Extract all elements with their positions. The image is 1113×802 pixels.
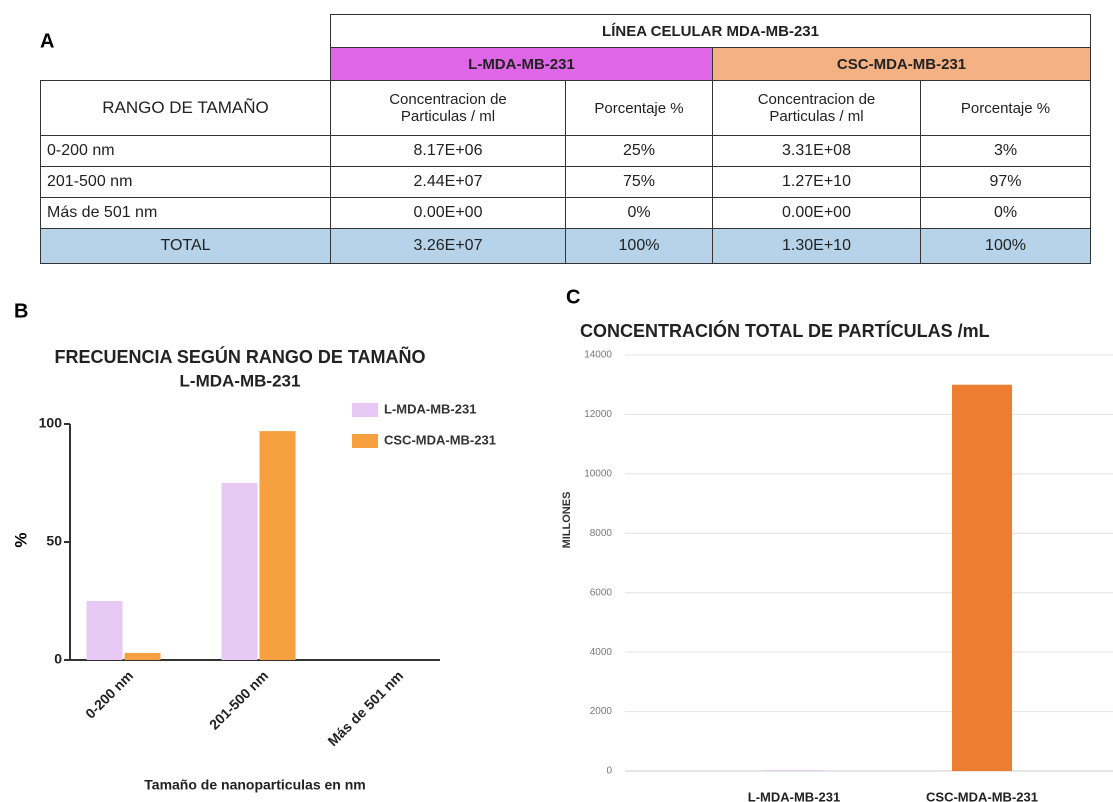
table-cell: 2.44E+07 — [330, 166, 566, 198]
table-row: 0-200 nm 8.17E+06 25% 3.31E+08 3% — [40, 135, 1092, 167]
table-cell: 3.26E+07 — [330, 228, 566, 264]
table-cell: 100% — [565, 228, 713, 264]
y-tick-label: 10000 — [584, 468, 612, 479]
y-tick-label: 100 — [39, 415, 63, 431]
y-axis-label: MILLONES — [561, 492, 573, 549]
chart-title: CONCENTRACIÓN TOTAL DE PARTÍCULAS /mL — [580, 320, 990, 341]
legend-label: CSC-MDA-MB-231 — [384, 432, 496, 447]
table-cell: 0.00E+00 — [712, 197, 921, 229]
bar — [86, 601, 123, 660]
y-tick-label: 50 — [46, 533, 62, 549]
y-axis-label: % — [11, 532, 30, 547]
y-tick-label: 0 — [606, 766, 612, 777]
y-tick-label: 0 — [54, 651, 62, 667]
x-tick-label: L-MDA-MB-231 — [748, 789, 840, 802]
panel-label: A — [40, 30, 54, 52]
bar — [124, 652, 161, 660]
chart-subtitle: L-MDA-MB-231 — [180, 371, 301, 390]
table-cell: 3.31E+08 — [712, 135, 921, 167]
bar — [764, 770, 824, 771]
x-tick-label: 0-200 nm — [82, 667, 136, 721]
x-tick-label: CSC-MDA-MB-231 — [926, 789, 1038, 802]
table-title: LÍNEA CELULAR MDA-MB-231 — [329, 14, 1092, 48]
table-cell: 0% — [565, 197, 713, 229]
x-tick-label: Más de 501 nm — [324, 667, 406, 749]
bar — [259, 431, 296, 660]
table-cell: Más de 501 nm — [40, 197, 331, 229]
table-cell: 0.00E+00 — [330, 197, 566, 229]
column-header: Porcentaje % — [919, 80, 1092, 136]
table-row: 201-500 nm 2.44E+07 75% 1.27E+10 97% — [40, 166, 1092, 198]
legend-swatch — [352, 403, 378, 417]
column-header: Porcentaje % — [565, 80, 713, 136]
table-row: Más de 501 nm 0.00E+00 0% 0.00E+00 0% — [40, 197, 1092, 229]
legend-label: L-MDA-MB-231 — [384, 401, 476, 416]
column-header: Concentracion de Particulas / ml — [330, 80, 566, 136]
x-axis-label: Tamaño de nanoparticulas en nm — [144, 777, 365, 793]
x-tick-label: 201-500 nm — [206, 667, 271, 732]
table-cell: 0-200 nm — [40, 135, 331, 167]
y-tick-label: 4000 — [590, 647, 613, 658]
legend-swatch — [352, 434, 378, 448]
panel-label: B — [14, 300, 28, 322]
y-tick-label: 12000 — [584, 409, 612, 420]
table-cell: 100% — [919, 228, 1092, 264]
y-tick-label: 14000 — [584, 350, 612, 361]
group-header: CSC-MDA-MB-231 — [711, 47, 1092, 81]
column-header: Concentracion de Particulas / ml — [712, 80, 921, 136]
table-row: TOTAL 3.26E+07 100% 1.30E+10 100% — [40, 228, 1092, 264]
table-cell: TOTAL — [40, 228, 331, 264]
group-header: L-MDA-MB-231 — [330, 47, 713, 81]
bar — [952, 384, 1012, 771]
chart-title: FRECUENCIA SEGÚN RANGO DE TAMAÑO — [54, 346, 425, 367]
column-header: RANGO DE TAMAÑO — [40, 80, 331, 136]
bar — [221, 483, 258, 660]
y-tick-label: 6000 — [590, 587, 613, 598]
table-cell: 1.27E+10 — [712, 166, 921, 198]
panel-label: C — [566, 286, 580, 308]
data-table: LÍNEA CELULAR MDA-MB-231 L-MDA-MB-231 CS… — [40, 14, 1092, 264]
y-tick-label: 8000 — [590, 528, 613, 539]
y-tick-label: 2000 — [590, 706, 613, 717]
